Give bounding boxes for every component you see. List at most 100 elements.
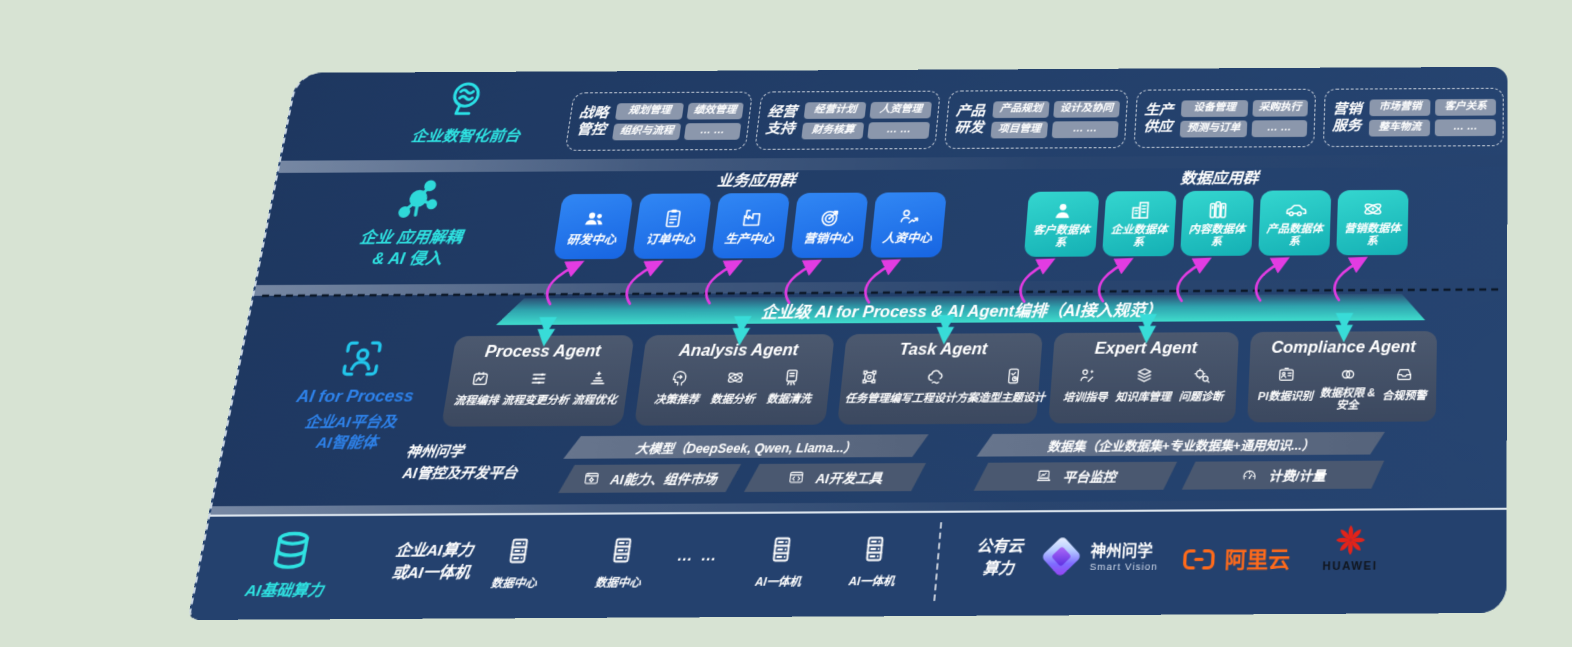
app-box-order-center: 订单中心 [632,193,712,259]
data-box-marketing: 营销数据体系 [1336,189,1409,256]
architecture-panel: 企业数智化前台 战略管控 规划管理 绩效管理 组织与流程 … … 经营支持 经营… [187,67,1507,620]
database-icon [263,528,319,575]
aliyun-logo-icon [1181,547,1217,572]
atom-icon [1361,197,1385,220]
factory-icon [739,206,765,229]
band-edge [254,278,1508,296]
group-item: 采购执行 [1252,99,1309,117]
cell-metering: 计费/计量 [1182,461,1384,490]
vendor-huawei: HUAWEI [1311,523,1389,573]
divider [933,522,943,601]
data-box-enterprise: 企业数据体系 [1101,191,1177,257]
person-icon [1050,199,1075,222]
group-title: 营销服务 [1332,101,1363,134]
diagnose-icon [1192,365,1213,385]
decouple-label: 企业 应用解耦 & AI 侵入 [358,228,464,269]
front-group-supply: 生产供应 设备管理 采购执行 预测与订单 … … [1133,88,1317,148]
group-item: … … [1051,120,1119,138]
gauge-icon [1241,466,1259,484]
vendor-smart-vision: 神州问学 Smart Vision [1040,535,1160,578]
group-item: 产品规划 [992,100,1050,118]
alert-tray-icon [1394,364,1415,384]
people-growth-icon [896,205,922,228]
ai-platform-label: AI for Process [295,386,416,407]
cloud-edit-icon [925,366,947,386]
molecule-icon [388,176,448,226]
front-group-strategy: 战略管控 规划管理 绩效管理 组织与流程 … … [564,91,753,151]
brain-icon [440,76,492,119]
group-item: 组织与流程 [612,122,681,140]
group-title: 生产供应 [1143,102,1175,135]
design-card-icon [1003,366,1025,386]
group-item: 设计及协同 [1052,100,1121,118]
app-box-rd-center: 研发中心 [553,193,634,260]
books-icon [1206,198,1231,221]
server-icon [858,532,892,566]
group-item: … … [1434,118,1496,136]
orchestration-bar: 企业级 AI for Process & AI Agent编排（AI接入规范） [496,294,1426,325]
atom-icon [724,368,747,388]
group-item: … … [683,122,742,140]
cell-monitor: 平台监控 [974,462,1177,491]
ellipsis: … … [676,546,721,565]
flow-optimize-icon [586,368,609,388]
task-grid-icon [858,367,880,387]
group-item: 市场营销 [1369,98,1431,116]
decision-icon [668,368,691,388]
cell-ai-market: AI能力、组件市场 [558,464,741,493]
group-title: 战略管控 [575,105,610,138]
group-item: 绩效管理 [686,102,744,120]
band-edge [278,154,1508,173]
data-box-product: 产品数据体系 [1258,190,1332,256]
agent-card-compliance: Compliance Agent PI数据识别 数据权限 & 安全 合规预警 [1247,331,1438,423]
platform-models-column: 大模型（DeepSeek, Qwen, Llama...） AI能力、组件市场 … [558,434,928,493]
group-item: 客户关系 [1435,98,1496,116]
vendor-aliyun: 阿里云 [1181,543,1291,575]
id-card-icon [1276,365,1297,385]
group-item: 经营计划 [803,101,867,119]
data-box-customer: 客户数据体系 [1023,191,1100,257]
group-title: 产品研发 [954,103,986,136]
app-box-marketing-center: 营销中心 [790,192,869,259]
front-office-label: 企业数智化前台 [409,128,522,146]
node-ai-appliance-2: AI一体机 [829,532,918,590]
data-clean-icon [780,367,802,387]
group-item: 预测与订单 [1179,119,1248,138]
platform-dataset-column: 数据集（企业数据集+专业数据集+通用知识...） 平台监控 计费/计量 [974,432,1385,491]
business-apps-header: 业务应用群 [716,173,797,190]
group-item: 人资管理 [869,101,932,119]
group-item: … … [1251,119,1308,137]
model-bar: 大模型（DeepSeek, Qwen, Llama...） [563,434,928,458]
group-title: 经营支持 [764,104,798,137]
agent-card-task: Task Agent 任务管理 编写工程设计方案 造型主题设计 [837,333,1046,425]
front-group-operation: 经营支持 经营计划 人资管理 财务核算 … … [754,90,941,150]
node-ai-appliance-1: AI一体机 [735,532,824,590]
public-cloud-label: 公有云 算力 [976,537,1024,579]
app-box-hr-center: 人资中心 [869,192,947,258]
infra-label: AI基础算力 [243,581,325,601]
team-icon [581,207,608,230]
person-scan-icon [335,336,390,382]
agent-card-expert: Expert Agent 培训指导 知识库管理 问题诊断 [1048,332,1239,424]
flow-box-icon [468,369,491,389]
server-icon [604,533,640,567]
permission-icon [1338,364,1359,384]
front-group-product: 产品研发 产品规划 设计及协同 项目管理 … … [943,89,1129,149]
server-icon [501,534,537,568]
group-item: 财务核算 [801,121,865,139]
group-item: … … [867,121,931,139]
smart-vision-logo-icon [1040,535,1082,578]
app-box-production-center: 生产中心 [711,192,791,259]
platform-label: 神州问学 AI管控及开发平台 [401,442,519,482]
group-item: 规划管理 [615,102,684,120]
flow-change-icon [527,369,550,389]
app-market-icon [582,470,602,488]
training-icon [1076,366,1098,386]
node-datacenter-1: 数据中心 [471,534,563,592]
infrastructure-band: AI基础算力 企业AI算力 或AI一体机 数据中心 数据中心 … … AI一体机… [189,507,1507,621]
cell-dev-tools: AI开发工具 [744,463,926,492]
dataset-bar: 数据集（企业数据集+专业数据集+通用知识...） [977,432,1385,457]
front-group-marketing: 营销服务 市场营销 客户关系 整车物流 … … [1322,87,1504,148]
group-item: 设备管理 [1181,99,1248,117]
server-icon [764,532,799,566]
